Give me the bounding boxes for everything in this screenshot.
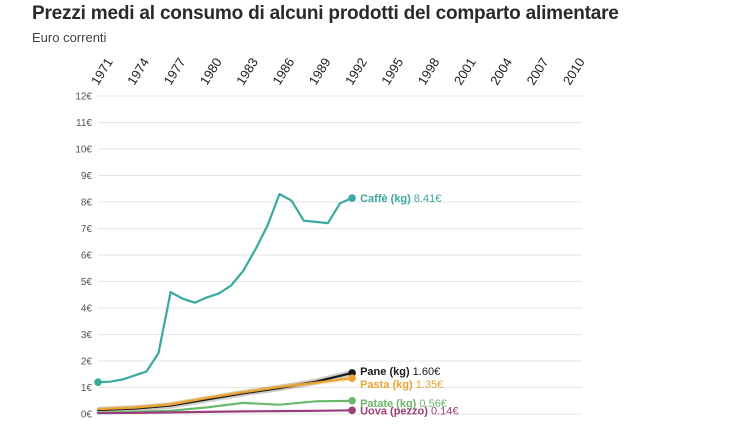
y-tick-label: 3€: [81, 330, 93, 341]
x-tick-label: 2004: [487, 55, 515, 87]
series-labels: Caffè (kg) 8.41€ Pane (kg) 1.60€Pasta (kg…: [360, 193, 458, 417]
series-label-caff-kg: Caffè (kg) 8.41€: [360, 193, 441, 205]
y-tick-label: 5€: [81, 277, 93, 288]
x-tick-label: 1980: [197, 55, 225, 87]
series-label-uova-pezzo: Uova (pezzo) 0.14€: [360, 405, 458, 417]
x-tick-label: 2007: [523, 55, 551, 87]
y-tick-label: 9€: [81, 171, 93, 182]
series-lines: [94, 192, 356, 415]
x-tick-label: 1971: [88, 55, 116, 87]
end-point-caff-kg: [348, 194, 356, 202]
series-line-caff-kg: [96, 192, 354, 384]
y-tick-label: 6€: [81, 251, 93, 262]
series-label-patate-kg: Patate (kg) 0.56€: [360, 398, 447, 410]
y-tick-label: 10€: [75, 145, 92, 156]
y-tick-label: 0€: [81, 410, 93, 421]
x-axis: 1971 1974 1977 1980 1983 1986 1989 1992 1995 1998…: [88, 55, 588, 87]
start-point: [94, 378, 102, 387]
x-tick-label: 1989: [306, 55, 334, 87]
y-axis: 0€ 1€ 2€ 3€ 4€ 5€ 6€ 7€ 8€ 9€ 10€ 11€ 12€: [75, 92, 92, 421]
gridlines: [98, 95, 582, 415]
y-tick-label: 12€: [75, 92, 92, 103]
end-point-pasta-kg: [348, 374, 356, 383]
x-tick-label: 1995: [378, 55, 406, 87]
series-label-pasta-kg: Pasta (kg) 1.35€: [360, 379, 443, 391]
series-line-pasta-kg: [96, 377, 354, 411]
x-tick-label: 1998: [415, 55, 443, 87]
y-tick-label: 8€: [81, 198, 93, 209]
y-tick-label: 7€: [81, 224, 93, 235]
x-tick-label: 1992: [342, 55, 370, 87]
x-tick-label: 2010: [560, 55, 588, 87]
y-tick-label: 1€: [81, 383, 93, 394]
end-point-uova-pezzo: [348, 406, 356, 415]
chart-title: Prezzi medi al consumo di alcuni prodott…: [32, 3, 619, 24]
end-point-patate-kg: [348, 396, 356, 405]
end-point-pane-kg: [348, 369, 356, 377]
confidence-band: [98, 375, 353, 412]
y-tick-label: 11€: [76, 118, 92, 129]
x-tick-label: 2001: [451, 55, 479, 87]
x-tick-label: 1974: [124, 55, 152, 87]
chart-subtitle: Euro correnti: [32, 30, 107, 45]
x-tick-label: 1977: [160, 55, 188, 87]
y-tick-label: 4€: [81, 304, 93, 315]
series-label-pane-kg: Pane (kg) 1.60€: [360, 366, 440, 378]
series-line-uova-pezzo: [96, 409, 354, 415]
x-tick-label: 1986: [269, 55, 297, 87]
y-tick-label: 2€: [81, 357, 93, 368]
x-tick-label: 1983: [233, 55, 261, 87]
